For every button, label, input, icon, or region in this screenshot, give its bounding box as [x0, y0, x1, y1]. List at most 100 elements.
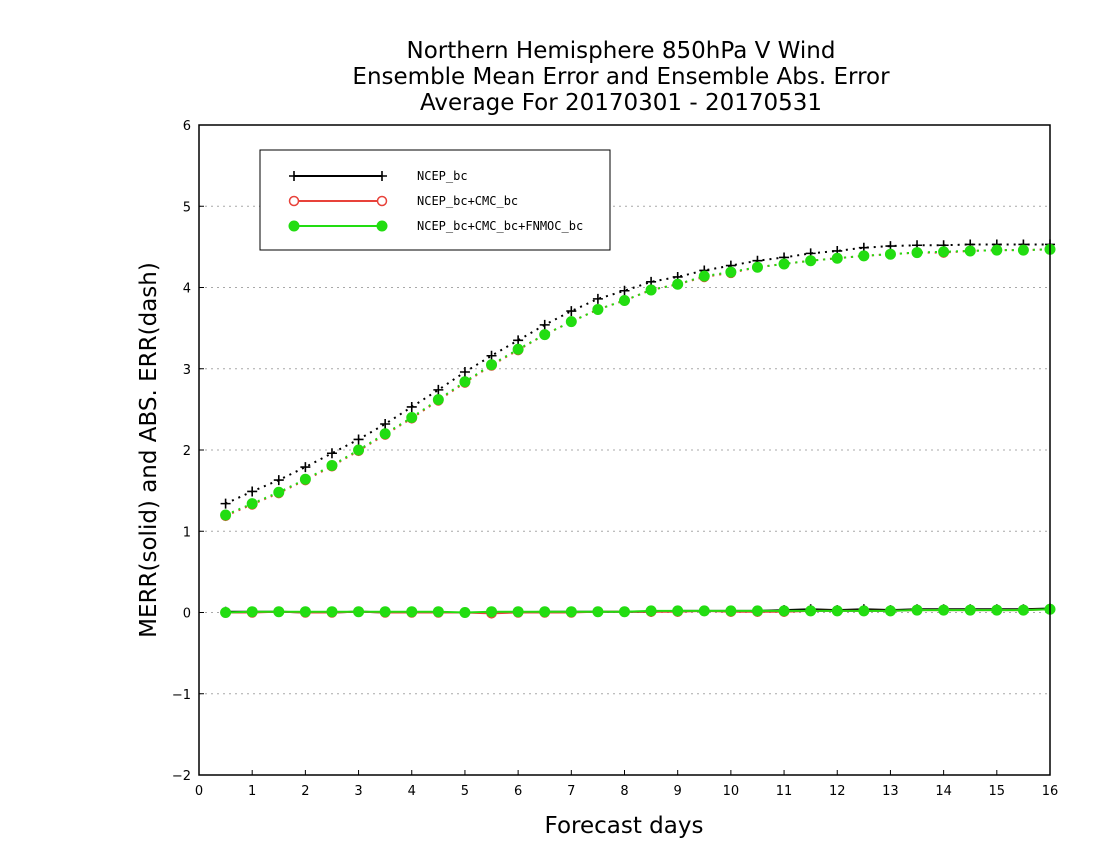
data-point — [698, 605, 710, 617]
data-point — [288, 220, 300, 232]
data-point — [858, 250, 870, 262]
data-point — [486, 359, 498, 371]
x-tick-label: 15 — [989, 784, 1006, 799]
y-tick-label: 5 — [183, 200, 191, 215]
series-0 — [220, 239, 1055, 618]
data-point — [246, 606, 258, 618]
series-1 — [220, 244, 1056, 619]
data-point — [778, 605, 790, 617]
data-point — [592, 293, 603, 304]
data-point — [486, 606, 498, 618]
data-point — [380, 419, 391, 429]
data-point — [725, 266, 737, 278]
data-point — [299, 606, 311, 618]
data-point — [513, 335, 524, 346]
data-point — [326, 606, 338, 618]
legend-label: NCEP_bc+CMC_bc+FNMOC_bc — [417, 219, 583, 233]
x-tick-label: 5 — [461, 784, 469, 799]
x-tick-label: 8 — [620, 784, 628, 799]
data-point — [672, 605, 684, 617]
legend-label: NCEP_bc — [417, 169, 468, 183]
data-point — [858, 605, 870, 617]
legend-item: NCEP_bc+CMC_bc — [288, 194, 518, 208]
data-point — [592, 303, 604, 315]
data-point — [964, 245, 976, 257]
y-tick-label: 2 — [183, 444, 191, 459]
data-point — [884, 248, 896, 260]
data-point — [778, 258, 790, 270]
x-tick-label: 3 — [354, 784, 362, 799]
data-point — [991, 604, 1003, 616]
data-point — [938, 246, 950, 258]
data-point — [432, 606, 444, 618]
data-point — [247, 486, 258, 497]
data-point — [273, 606, 285, 618]
chart-title-line: Ensemble Mean Error and Ensemble Abs. Er… — [352, 64, 890, 90]
data-point — [376, 195, 388, 207]
data-point — [565, 606, 577, 618]
data-point — [406, 401, 417, 412]
series-line-abs-err — [225, 248, 1051, 517]
data-point — [805, 605, 817, 617]
series-line-abs-err — [225, 248, 1051, 516]
data-point — [645, 284, 657, 296]
data-point — [751, 605, 763, 617]
data-point — [539, 606, 551, 618]
x-tick-label: 4 — [408, 784, 416, 799]
data-point — [432, 394, 444, 406]
y-tick-label: 6 — [183, 119, 191, 134]
data-point — [220, 509, 232, 521]
data-point — [246, 498, 258, 510]
y-axis: −2 −1 0 1 2 3 4 5 6 — [172, 119, 204, 784]
data-point — [273, 486, 285, 498]
data-point — [376, 220, 388, 232]
data-point — [459, 607, 471, 618]
data-point — [326, 448, 337, 459]
legend-item: NCEP_bc — [289, 169, 468, 183]
data-point — [379, 428, 391, 440]
data-point — [406, 412, 418, 423]
y-tick-label: 0 — [183, 607, 191, 622]
data-point — [539, 319, 550, 330]
x-tick-label: 13 — [882, 784, 899, 799]
data-point — [300, 462, 311, 473]
y-tick-label: 4 — [183, 282, 191, 297]
series-line-abs-err — [225, 243, 1050, 505]
x-tick-label: 12 — [829, 784, 846, 799]
data-point — [512, 343, 524, 355]
data-point — [486, 350, 497, 361]
y-axis-label: MERR(solid) and ABS. ERR(dash) — [136, 262, 162, 638]
x-tick-label: 6 — [514, 784, 522, 799]
data-point — [619, 285, 630, 296]
data-point — [1017, 244, 1029, 256]
data-point — [884, 605, 896, 617]
legend-label: NCEP_bc+CMC_bc — [417, 194, 518, 208]
data-point — [353, 606, 365, 618]
x-tick-label: 2 — [301, 784, 309, 799]
data-point — [565, 316, 577, 328]
data-point — [698, 270, 710, 282]
legend: NCEP_bc NCEP_bc+CMC_bc NCEP_bc+CMC_bc+FNMO… — [259, 149, 611, 251]
data-point — [459, 376, 471, 388]
legend-item: NCEP_bc+CMC_bc+FNMOC_bc — [288, 219, 583, 233]
data-point — [289, 171, 299, 181]
data-point — [459, 367, 470, 377]
data-point — [299, 473, 311, 485]
data-point — [379, 606, 391, 618]
data-point — [273, 475, 284, 486]
data-point — [539, 329, 551, 341]
grid-lines — [199, 205, 1050, 695]
x-tick-label: 11 — [776, 784, 793, 799]
data-point — [619, 606, 630, 618]
data-point — [938, 604, 950, 616]
x-axis: 0 1 2 3 4 5 6 7 8 9 10 11 12 13 14 15 16 — [195, 770, 1058, 799]
x-tick-label: 1 — [248, 784, 256, 799]
data-point — [1017, 604, 1029, 616]
data-point — [725, 605, 737, 617]
x-tick-label: 0 — [195, 784, 203, 799]
data-point — [433, 384, 444, 395]
chart-title: Northern Hemisphere 850hPa V WindEnsembl… — [352, 38, 890, 116]
x-tick-label: 9 — [674, 784, 682, 799]
data-point — [964, 604, 976, 616]
